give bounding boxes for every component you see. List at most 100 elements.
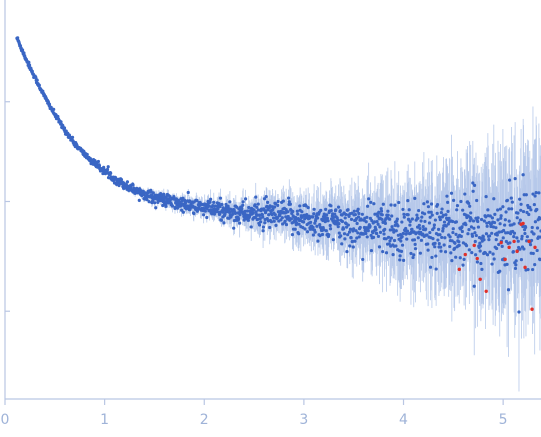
data-point (283, 219, 287, 223)
data-point (241, 200, 245, 204)
data-point (339, 234, 343, 238)
data-point (439, 249, 443, 253)
data-point (183, 198, 187, 203)
data-point (415, 213, 419, 217)
data-point (473, 239, 477, 244)
outlier-point (521, 221, 525, 226)
data-point (417, 208, 421, 213)
error-bars (84, 106, 541, 392)
data-point (269, 220, 274, 224)
data-point (367, 197, 371, 201)
data-point (365, 215, 369, 219)
data-point (494, 226, 498, 230)
data-point (413, 247, 418, 251)
data-point (253, 215, 257, 219)
data-point (441, 229, 445, 233)
data-point (430, 255, 434, 260)
data-point (261, 225, 266, 229)
data-point (418, 226, 422, 231)
data-point (448, 235, 452, 239)
data-point (405, 237, 409, 241)
data-point (293, 227, 297, 231)
data-point (406, 213, 410, 217)
data-point (433, 218, 438, 222)
data-point (386, 235, 391, 239)
data-point (377, 210, 381, 214)
data-point (286, 196, 291, 200)
outlier-point (472, 243, 476, 248)
data-point (381, 220, 385, 224)
data-point (241, 203, 245, 207)
data-point (164, 204, 168, 208)
data-point (222, 221, 226, 225)
data-point (348, 227, 353, 231)
data-point (256, 202, 260, 206)
data-point (418, 251, 422, 255)
data-point (341, 227, 346, 231)
data-point (514, 263, 518, 267)
data-point (455, 208, 459, 212)
data-point (366, 229, 370, 233)
data-point (518, 247, 522, 251)
data-point (336, 205, 341, 209)
data-point (508, 241, 512, 245)
data-point (343, 237, 347, 241)
data-point (517, 310, 521, 314)
data-point (443, 236, 447, 240)
data-point (396, 224, 400, 228)
data-point (340, 219, 345, 224)
data-point (311, 225, 315, 229)
data-point (447, 216, 451, 220)
data-point (337, 222, 341, 226)
data-point (488, 214, 492, 218)
data-point (340, 242, 344, 246)
data-point (216, 207, 220, 211)
data-point (295, 221, 299, 225)
data-point (266, 200, 270, 205)
data-point (297, 222, 301, 226)
data-point (255, 205, 259, 209)
data-point (243, 197, 248, 201)
data-point (413, 196, 417, 201)
data-point (484, 194, 488, 199)
data-point (461, 208, 465, 212)
data-point (501, 236, 505, 240)
outlier-point (523, 265, 527, 270)
data-point (530, 225, 534, 230)
data-point (470, 234, 475, 238)
data-point (498, 222, 502, 226)
data-point (452, 198, 456, 203)
data-point (345, 250, 349, 254)
data-point (501, 228, 506, 233)
data-point (433, 241, 437, 245)
data-point (379, 207, 383, 211)
data-point (503, 223, 507, 227)
data-point (425, 200, 429, 204)
data-point (512, 231, 517, 235)
data-point (432, 223, 436, 227)
data-point (395, 217, 399, 221)
data-point (347, 230, 352, 234)
outlier-point (527, 239, 531, 244)
data-point (399, 249, 404, 253)
data-point (437, 241, 441, 246)
data-point (352, 227, 356, 231)
data-point (383, 221, 388, 225)
data-point (532, 202, 536, 207)
data-point (439, 245, 443, 249)
data-point (476, 216, 480, 220)
data-point (503, 218, 507, 222)
data-point (346, 233, 350, 237)
outlier-point (499, 240, 503, 245)
data-point (414, 231, 419, 235)
data-point (484, 232, 489, 236)
data-point (280, 216, 284, 220)
data-point (336, 225, 340, 229)
data-point (446, 209, 450, 213)
data-point (516, 239, 520, 243)
data-point (254, 210, 258, 214)
data-point (236, 217, 241, 221)
data-point (253, 203, 257, 207)
data-point (495, 246, 499, 251)
data-point (209, 197, 213, 201)
